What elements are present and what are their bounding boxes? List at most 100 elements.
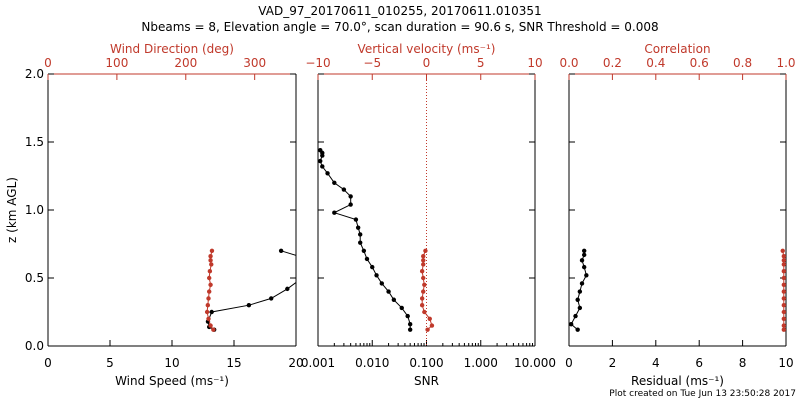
top-tick-label: 0.0 <box>559 56 578 70</box>
top-tick-label: 0.8 <box>733 56 752 70</box>
data-point <box>407 322 413 327</box>
top-tick-label: 5 <box>477 56 485 70</box>
data-point <box>208 258 213 263</box>
data-point <box>577 289 583 294</box>
top-tick-label: 200 <box>174 56 197 70</box>
data-point <box>781 289 786 294</box>
data-point <box>399 305 404 311</box>
data-point <box>211 327 216 332</box>
data-point <box>358 240 363 245</box>
data-point <box>332 180 337 185</box>
y-tick-label: 1.0 <box>25 203 44 217</box>
top-tick-label: 300 <box>243 56 266 70</box>
data-point <box>421 254 426 259</box>
data-point <box>208 282 213 287</box>
data-point <box>581 248 587 253</box>
panel-correlation: 0 2 4 6 8 10 0.0 0.2 0.4 0.6 0.8 1.0 Residual (ms⁻¹)… <box>559 42 795 388</box>
panel-snr: 0.001 0.010 0.100 1.000 10.000 −10 −5 0 5 10 SNR Ve… <box>301 42 556 388</box>
series-top-axis <box>419 248 435 332</box>
data-point <box>353 217 359 222</box>
top-tick-label: −10 <box>305 56 330 70</box>
series-line <box>207 250 296 331</box>
data-point <box>781 296 786 301</box>
data-point <box>269 296 274 301</box>
data-point <box>300 276 304 280</box>
data-point <box>581 264 587 270</box>
top-tick-label: 10 <box>527 56 542 70</box>
data-point <box>278 248 284 253</box>
data-point <box>421 262 426 267</box>
bottom-tick-label: 5 <box>106 356 114 370</box>
top-tick-label: 100 <box>105 56 128 70</box>
top-tick-label: 0 <box>44 56 52 70</box>
data-point <box>379 281 385 286</box>
plot-footer: Plot created on Tue Jun 13 23:50:28 2017 <box>609 389 796 399</box>
data-point <box>781 262 786 267</box>
data-point <box>301 255 305 259</box>
bottom-tick-label: 0.010 <box>355 356 389 370</box>
data-point <box>206 296 211 301</box>
data-point <box>205 303 211 308</box>
bottom-tick-label: 0 <box>565 356 573 370</box>
top-axis-label: Vertical velocity (ms⁻¹) <box>358 42 496 56</box>
data-point <box>422 282 427 287</box>
top-tick-label: 0 <box>423 56 431 70</box>
data-point <box>318 147 323 153</box>
bottom-tick-label: 10 <box>778 356 793 370</box>
data-point <box>207 289 212 294</box>
data-point <box>780 248 785 253</box>
bottom-axis-label: SNR <box>414 374 439 388</box>
data-point <box>573 313 578 319</box>
data-point <box>577 305 583 311</box>
data-point <box>419 296 425 301</box>
top-tick-label: 1.0 <box>776 56 795 70</box>
data-point <box>207 269 213 274</box>
data-point <box>421 275 426 281</box>
series-top-axis <box>204 248 216 332</box>
series-bottom-axis <box>318 147 413 332</box>
data-point <box>320 164 325 169</box>
y-tick-label: 1.5 <box>25 135 44 149</box>
y-axis-label: z (km AGL) <box>5 177 19 243</box>
data-point <box>584 273 589 278</box>
data-point <box>285 286 290 292</box>
top-axis-label: Correlation <box>644 42 710 56</box>
data-point <box>341 187 347 192</box>
data-point <box>332 210 337 215</box>
data-point <box>569 322 574 327</box>
data-point <box>575 327 580 332</box>
bottom-tick-label: 2 <box>609 356 617 370</box>
data-point <box>355 225 361 230</box>
bottom-tick-label: 6 <box>695 356 703 370</box>
top-axis-label: Wind Direction (deg) <box>110 42 234 56</box>
data-point <box>781 258 786 263</box>
bottom-tick-label: 0.001 <box>301 356 335 370</box>
data-point <box>370 264 375 270</box>
data-point <box>423 248 428 253</box>
data-point <box>374 273 379 278</box>
data-point <box>246 303 252 308</box>
bottom-tick-label: 10.000 <box>514 356 556 370</box>
data-point <box>208 323 213 328</box>
y-tick-label: 0.5 <box>25 271 44 285</box>
top-tick-label: 0.6 <box>690 56 709 70</box>
data-point <box>407 327 413 332</box>
data-point <box>575 297 580 302</box>
data-point <box>348 202 353 207</box>
y-tick-label: 0.0 <box>25 339 44 353</box>
data-point <box>208 254 213 259</box>
bottom-tick-label: 8 <box>739 356 747 370</box>
data-point <box>421 289 426 294</box>
bottom-axis-label: Wind Speed (ms⁻¹) <box>115 374 229 388</box>
data-point <box>781 254 786 259</box>
data-point <box>386 289 391 294</box>
data-point <box>391 297 397 302</box>
data-point <box>422 309 427 315</box>
data-point <box>209 248 215 253</box>
data-point <box>781 303 786 308</box>
data-point <box>405 313 410 319</box>
data-point <box>206 316 211 321</box>
top-tick-label: 0.2 <box>603 56 622 70</box>
data-point <box>361 248 367 253</box>
